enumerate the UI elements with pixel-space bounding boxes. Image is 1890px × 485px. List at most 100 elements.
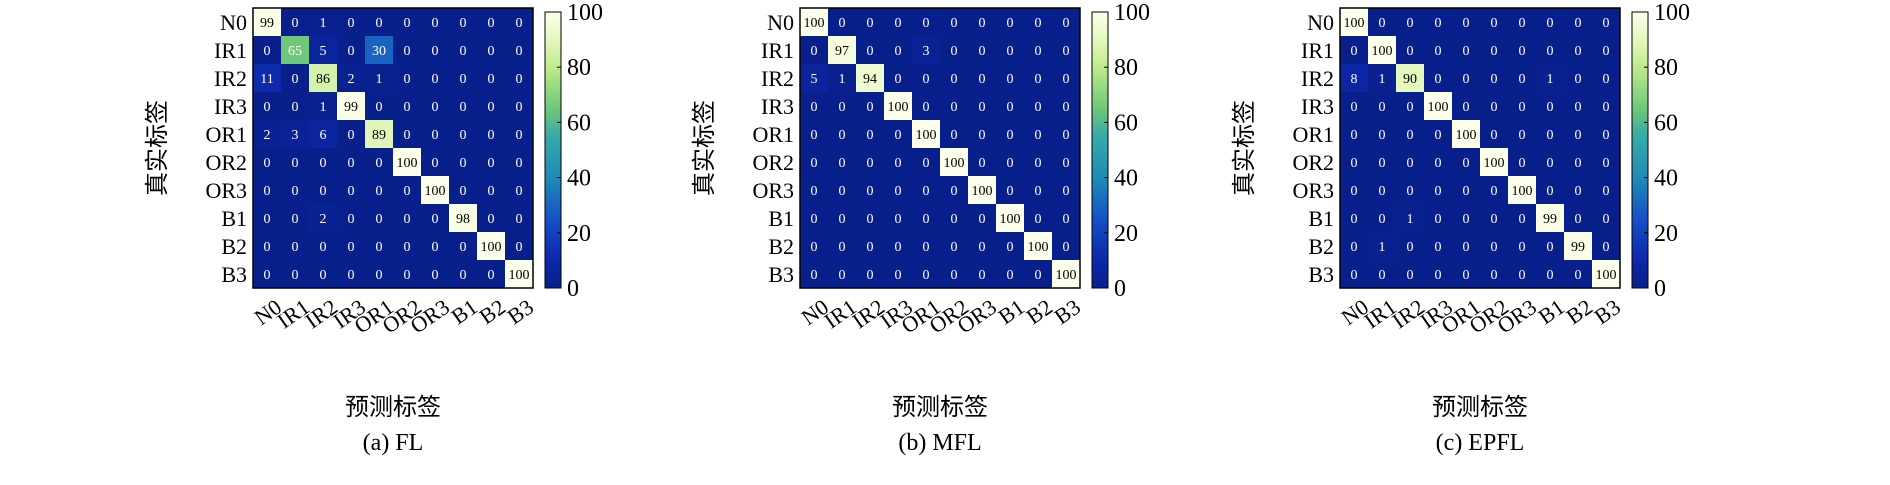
heatmap-cell [1052, 260, 1081, 289]
cell-value-label: 0 [348, 212, 355, 227]
cell-value-label: 0 [1575, 16, 1582, 31]
heatmap-cell [1480, 204, 1509, 233]
heatmap-cell [365, 92, 394, 121]
cell-value-label: 65 [288, 44, 302, 59]
cell-value-label: 0 [348, 184, 355, 199]
cell-value-label: 86 [316, 72, 330, 87]
cell-value-label: 0 [432, 156, 439, 171]
heatmap-cell [1340, 148, 1369, 177]
cell-value-label: 0 [923, 72, 930, 87]
heatmap-cell [1368, 120, 1397, 149]
heatmap-cell [940, 8, 969, 37]
heatmap-cell [884, 232, 913, 261]
cell-value-label: 0 [516, 156, 523, 171]
cell-value-label: 0 [1035, 128, 1042, 143]
heatmap-cell [1536, 8, 1565, 37]
heatmap-cell [940, 204, 969, 233]
heatmap-cell [393, 8, 422, 37]
cell-value-label: 0 [1007, 184, 1014, 199]
heatmap-cell [1052, 64, 1081, 93]
heatmap-cell [477, 232, 506, 261]
cell-value-label: 0 [867, 212, 874, 227]
cell-value-label: 100 [804, 16, 825, 31]
cell-value-label: 1 [1407, 212, 1414, 227]
cell-value-label: 0 [867, 44, 874, 59]
heatmap-cell [1564, 176, 1593, 205]
cell-value-label: 0 [516, 240, 523, 255]
heatmap-cell [800, 232, 829, 261]
cell-value-label: 0 [404, 44, 411, 59]
cell-value-label: 1 [320, 100, 327, 115]
colorbar-tick-label: 0 [1114, 276, 1126, 302]
heatmap-cell [1368, 8, 1397, 37]
heatmap-cell [996, 36, 1025, 65]
colorbar-tick-label: 20 [567, 221, 591, 247]
heatmap-cell [393, 232, 422, 261]
heatmap-cell [884, 8, 913, 37]
heatmap-cell [449, 64, 478, 93]
cell-value-label: 0 [1351, 128, 1358, 143]
cell-value-label: 0 [376, 16, 383, 31]
row-tick-label: B3 [221, 262, 247, 287]
cell-value-label: 0 [1007, 128, 1014, 143]
cell-value-label: 0 [923, 184, 930, 199]
cell-value-label: 0 [1407, 184, 1414, 199]
heatmap-cell [856, 176, 885, 205]
heatmap-cell [1564, 36, 1593, 65]
heatmap-cell [1536, 176, 1565, 205]
heatmap-cell [996, 260, 1025, 289]
cell-value-label: 0 [979, 128, 986, 143]
row-tick-label: N0 [767, 10, 794, 35]
cell-value-label: 0 [376, 156, 383, 171]
cell-value-label: 100 [1028, 240, 1049, 255]
cell-value-label: 0 [951, 72, 958, 87]
cell-value-label: 0 [264, 240, 271, 255]
cell-value-label: 0 [951, 212, 958, 227]
heatmap-cell [912, 8, 941, 37]
cell-value-label: 0 [1435, 44, 1442, 59]
cell-value-label: 0 [1379, 100, 1386, 115]
cell-value-label: 0 [404, 100, 411, 115]
heatmap-cell [996, 148, 1025, 177]
cell-value-label: 0 [1435, 240, 1442, 255]
cell-value-label: 99 [260, 16, 274, 31]
heatmap-cell [1536, 36, 1565, 65]
cell-value-label: 0 [1351, 156, 1358, 171]
cell-value-label: 0 [1463, 16, 1470, 31]
heatmap-cell [365, 120, 394, 149]
heatmap-cell [1424, 204, 1453, 233]
cell-value-label: 0 [1035, 184, 1042, 199]
heatmap-cell [1424, 64, 1453, 93]
cell-value-label: 100 [1596, 268, 1617, 283]
row-tick-label: B2 [221, 234, 247, 259]
cell-value-label: 0 [1575, 212, 1582, 227]
cell-value-label: 0 [432, 240, 439, 255]
colorbar-tick-label: 80 [1654, 55, 1678, 81]
heatmap-cell [912, 232, 941, 261]
cell-value-label: 0 [1519, 16, 1526, 31]
cell-value-label: 0 [320, 240, 327, 255]
cell-value-label: 100 [1484, 156, 1505, 171]
heatmap-cell [421, 64, 450, 93]
cell-value-label: 0 [488, 212, 495, 227]
heatmap-cell [1368, 148, 1397, 177]
cell-value-label: 0 [320, 156, 327, 171]
cell-value-label: 0 [1463, 44, 1470, 59]
cell-value-label: 100 [1512, 184, 1533, 199]
heatmap-cell [968, 260, 997, 289]
colorbar-tick-label: 40 [567, 166, 591, 192]
heatmap-cell [1024, 120, 1053, 149]
cell-value-label: 0 [1547, 128, 1554, 143]
heatmap-cell [337, 176, 366, 205]
heatmap-cell [1396, 36, 1425, 65]
heatmap-cell [1424, 8, 1453, 37]
heatmap-cell [309, 260, 338, 289]
cell-value-label: 0 [867, 100, 874, 115]
panel-2: 100 0 0 0 0 0 0 0 0 0 0 97 0 0 3 0 0 0 0 0 5 1 94 0 0 0 0 0 0 0 0 0 0 100… [691, 0, 1150, 456]
row-tick-label: B2 [1308, 234, 1334, 259]
cell-value-label: 100 [1428, 100, 1449, 115]
cell-value-label: 8 [1351, 72, 1358, 87]
cell-value-label: 0 [1063, 100, 1070, 115]
heatmap-cell [1564, 204, 1593, 233]
